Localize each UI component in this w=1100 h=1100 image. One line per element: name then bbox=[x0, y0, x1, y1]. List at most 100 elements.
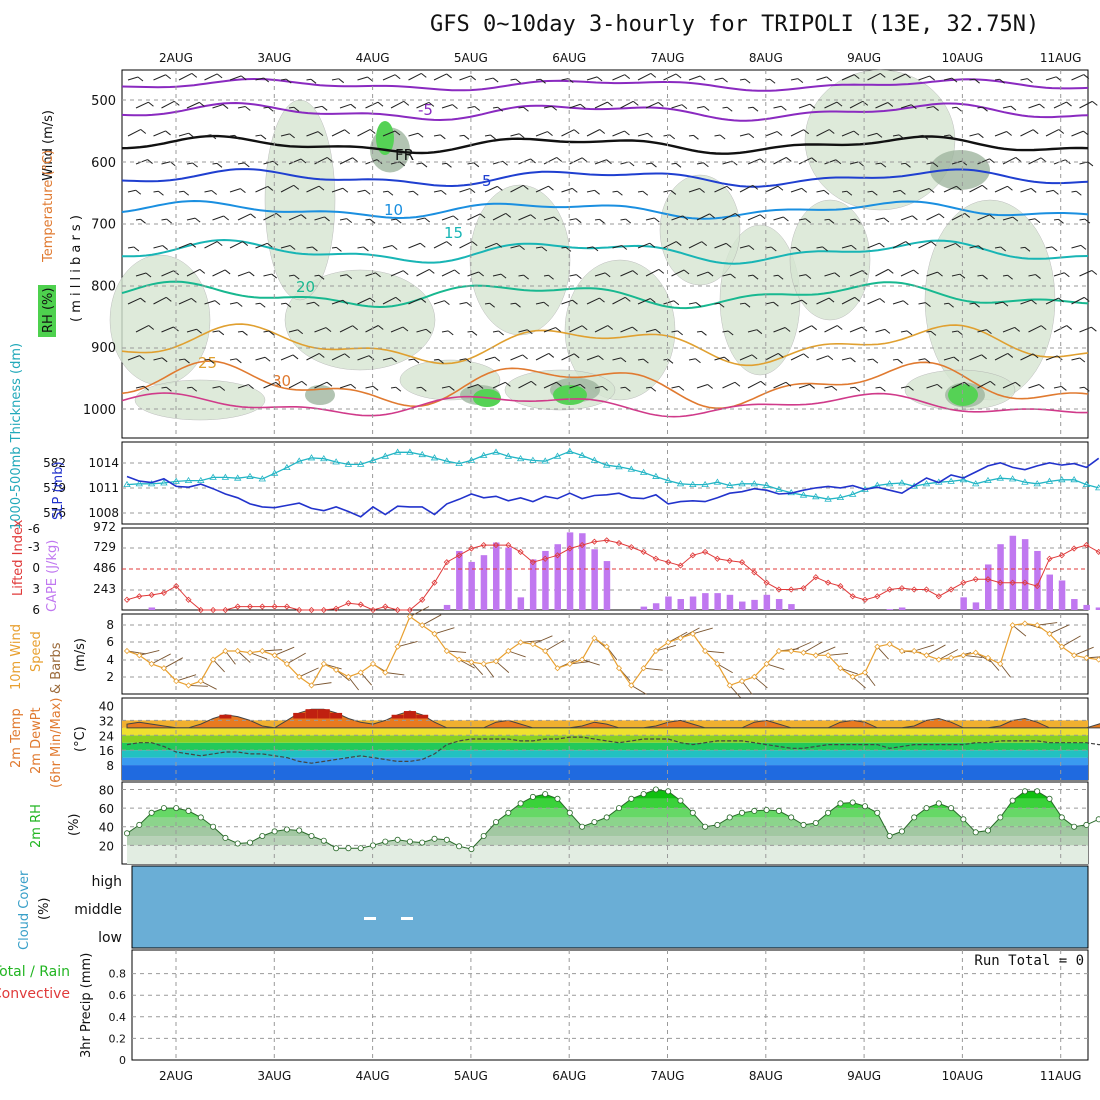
thickness-point bbox=[799, 491, 808, 498]
wind-barb bbox=[816, 189, 825, 193]
wind-barb-flag bbox=[571, 187, 578, 193]
wind-barb-flag bbox=[312, 246, 318, 252]
rh-point bbox=[1095, 816, 1100, 823]
wind-barb-flag bbox=[139, 355, 145, 361]
wind-barb-flag bbox=[161, 357, 168, 363]
rh-point bbox=[283, 826, 290, 833]
wind-barb bbox=[178, 72, 193, 81]
rh-point bbox=[443, 836, 450, 843]
rh-band bbox=[127, 826, 1088, 837]
wind-barb-flag bbox=[421, 162, 428, 168]
wind-barb bbox=[824, 218, 830, 221]
cloud-ylabel-1: Cloud Cover bbox=[17, 870, 32, 950]
wind-barb bbox=[178, 132, 189, 137]
surface-wind-barb bbox=[581, 659, 600, 666]
wind-barb-flag bbox=[350, 103, 357, 109]
wind-barb bbox=[747, 274, 754, 277]
wind-barb bbox=[790, 129, 804, 137]
wind-barb bbox=[867, 72, 881, 81]
wind-barb-flag bbox=[801, 299, 808, 305]
wind-barb-flag bbox=[719, 134, 726, 140]
wind-tick: 6 bbox=[106, 635, 114, 649]
surface-wind-barb bbox=[237, 650, 251, 663]
wind-barb-flag bbox=[809, 103, 816, 109]
wind-barb-flag bbox=[726, 106, 733, 112]
wind-barb bbox=[229, 188, 241, 193]
li-point bbox=[665, 559, 672, 566]
wind-barb bbox=[186, 268, 201, 277]
wind-barb bbox=[510, 133, 520, 137]
wind-barb bbox=[212, 162, 218, 165]
wind-barb-flag bbox=[446, 73, 452, 79]
wind-barb bbox=[492, 381, 506, 389]
wind-barb bbox=[510, 184, 524, 193]
wind-barb-flag bbox=[978, 245, 984, 251]
thickness-point bbox=[529, 456, 537, 463]
wind-barb-flag bbox=[402, 326, 409, 332]
wind-barb-flag bbox=[324, 216, 330, 222]
thickness-point bbox=[406, 448, 414, 455]
cape-bar bbox=[468, 561, 475, 610]
wind-barb-flag bbox=[1066, 325, 1073, 330]
wind-barb-flag bbox=[900, 190, 906, 195]
wind-speed-point bbox=[1071, 652, 1078, 659]
cape-bar bbox=[775, 599, 783, 610]
wind-barb bbox=[288, 106, 294, 109]
li-point bbox=[246, 603, 254, 610]
wind-barb bbox=[849, 386, 855, 389]
wind-barb bbox=[255, 242, 268, 249]
wind-barb bbox=[739, 133, 749, 137]
pressure-level-tick: 600 bbox=[91, 156, 116, 171]
wind-barb-flag bbox=[518, 133, 525, 139]
li-point bbox=[898, 585, 905, 592]
rh-point bbox=[837, 800, 844, 807]
wind-barb-flag bbox=[413, 358, 420, 364]
wind-barb-flag bbox=[313, 301, 320, 307]
wind-barb-flag bbox=[580, 103, 586, 109]
li-point bbox=[837, 583, 844, 590]
wind-barb-flag bbox=[1083, 130, 1089, 136]
thickness-point bbox=[652, 472, 660, 479]
wind-speed-point bbox=[406, 613, 413, 620]
bottom-date-label: 7AUG bbox=[651, 1069, 685, 1083]
wind-barb-flag bbox=[301, 380, 308, 386]
wind-barb bbox=[594, 218, 600, 221]
wind-barb bbox=[867, 242, 880, 249]
wind-barb-flag bbox=[551, 105, 558, 111]
wind-barb-flag bbox=[699, 188, 705, 193]
wind-barb-flag bbox=[930, 330, 937, 336]
wind-barb bbox=[892, 73, 906, 81]
wind-barb-flag bbox=[650, 73, 657, 78]
surface-wind-barb bbox=[385, 672, 405, 676]
wind-barb bbox=[543, 381, 557, 389]
wind-barb-flag bbox=[670, 190, 677, 195]
wind-barb-flag bbox=[938, 213, 945, 219]
wind-barb bbox=[688, 188, 700, 193]
cape-bar bbox=[702, 593, 709, 610]
thickness-point bbox=[356, 460, 365, 467]
wind-barb-flag bbox=[887, 102, 894, 107]
li-point bbox=[369, 606, 377, 614]
wind-barb bbox=[951, 160, 962, 165]
wind-barb-flag bbox=[260, 134, 267, 140]
cape-bar bbox=[1046, 574, 1053, 610]
precip-ylabel-3: 3hr Precip (mm) bbox=[79, 953, 94, 1058]
wind-barb bbox=[1053, 385, 1062, 389]
wind-speed-point bbox=[1034, 622, 1041, 629]
temp-color-band bbox=[122, 765, 1088, 780]
wind-barb bbox=[969, 78, 975, 81]
surface-wind-barb bbox=[729, 685, 742, 699]
wind-barb bbox=[892, 189, 901, 193]
wind-barb bbox=[339, 157, 353, 165]
thickness-point bbox=[221, 473, 230, 480]
isotherm-label: 30 bbox=[272, 372, 291, 390]
wind-barb bbox=[1071, 296, 1085, 305]
bottom-date-label: 8AUG bbox=[749, 1069, 783, 1083]
wind-barb bbox=[408, 132, 419, 137]
wind-barb-flag bbox=[236, 302, 243, 307]
wind-barb bbox=[484, 242, 497, 249]
wind-barb-flag bbox=[1080, 244, 1087, 250]
li-series-line bbox=[126, 539, 1100, 611]
wind-barb-flag bbox=[912, 215, 918, 221]
wind-barb-flag bbox=[369, 218, 376, 224]
